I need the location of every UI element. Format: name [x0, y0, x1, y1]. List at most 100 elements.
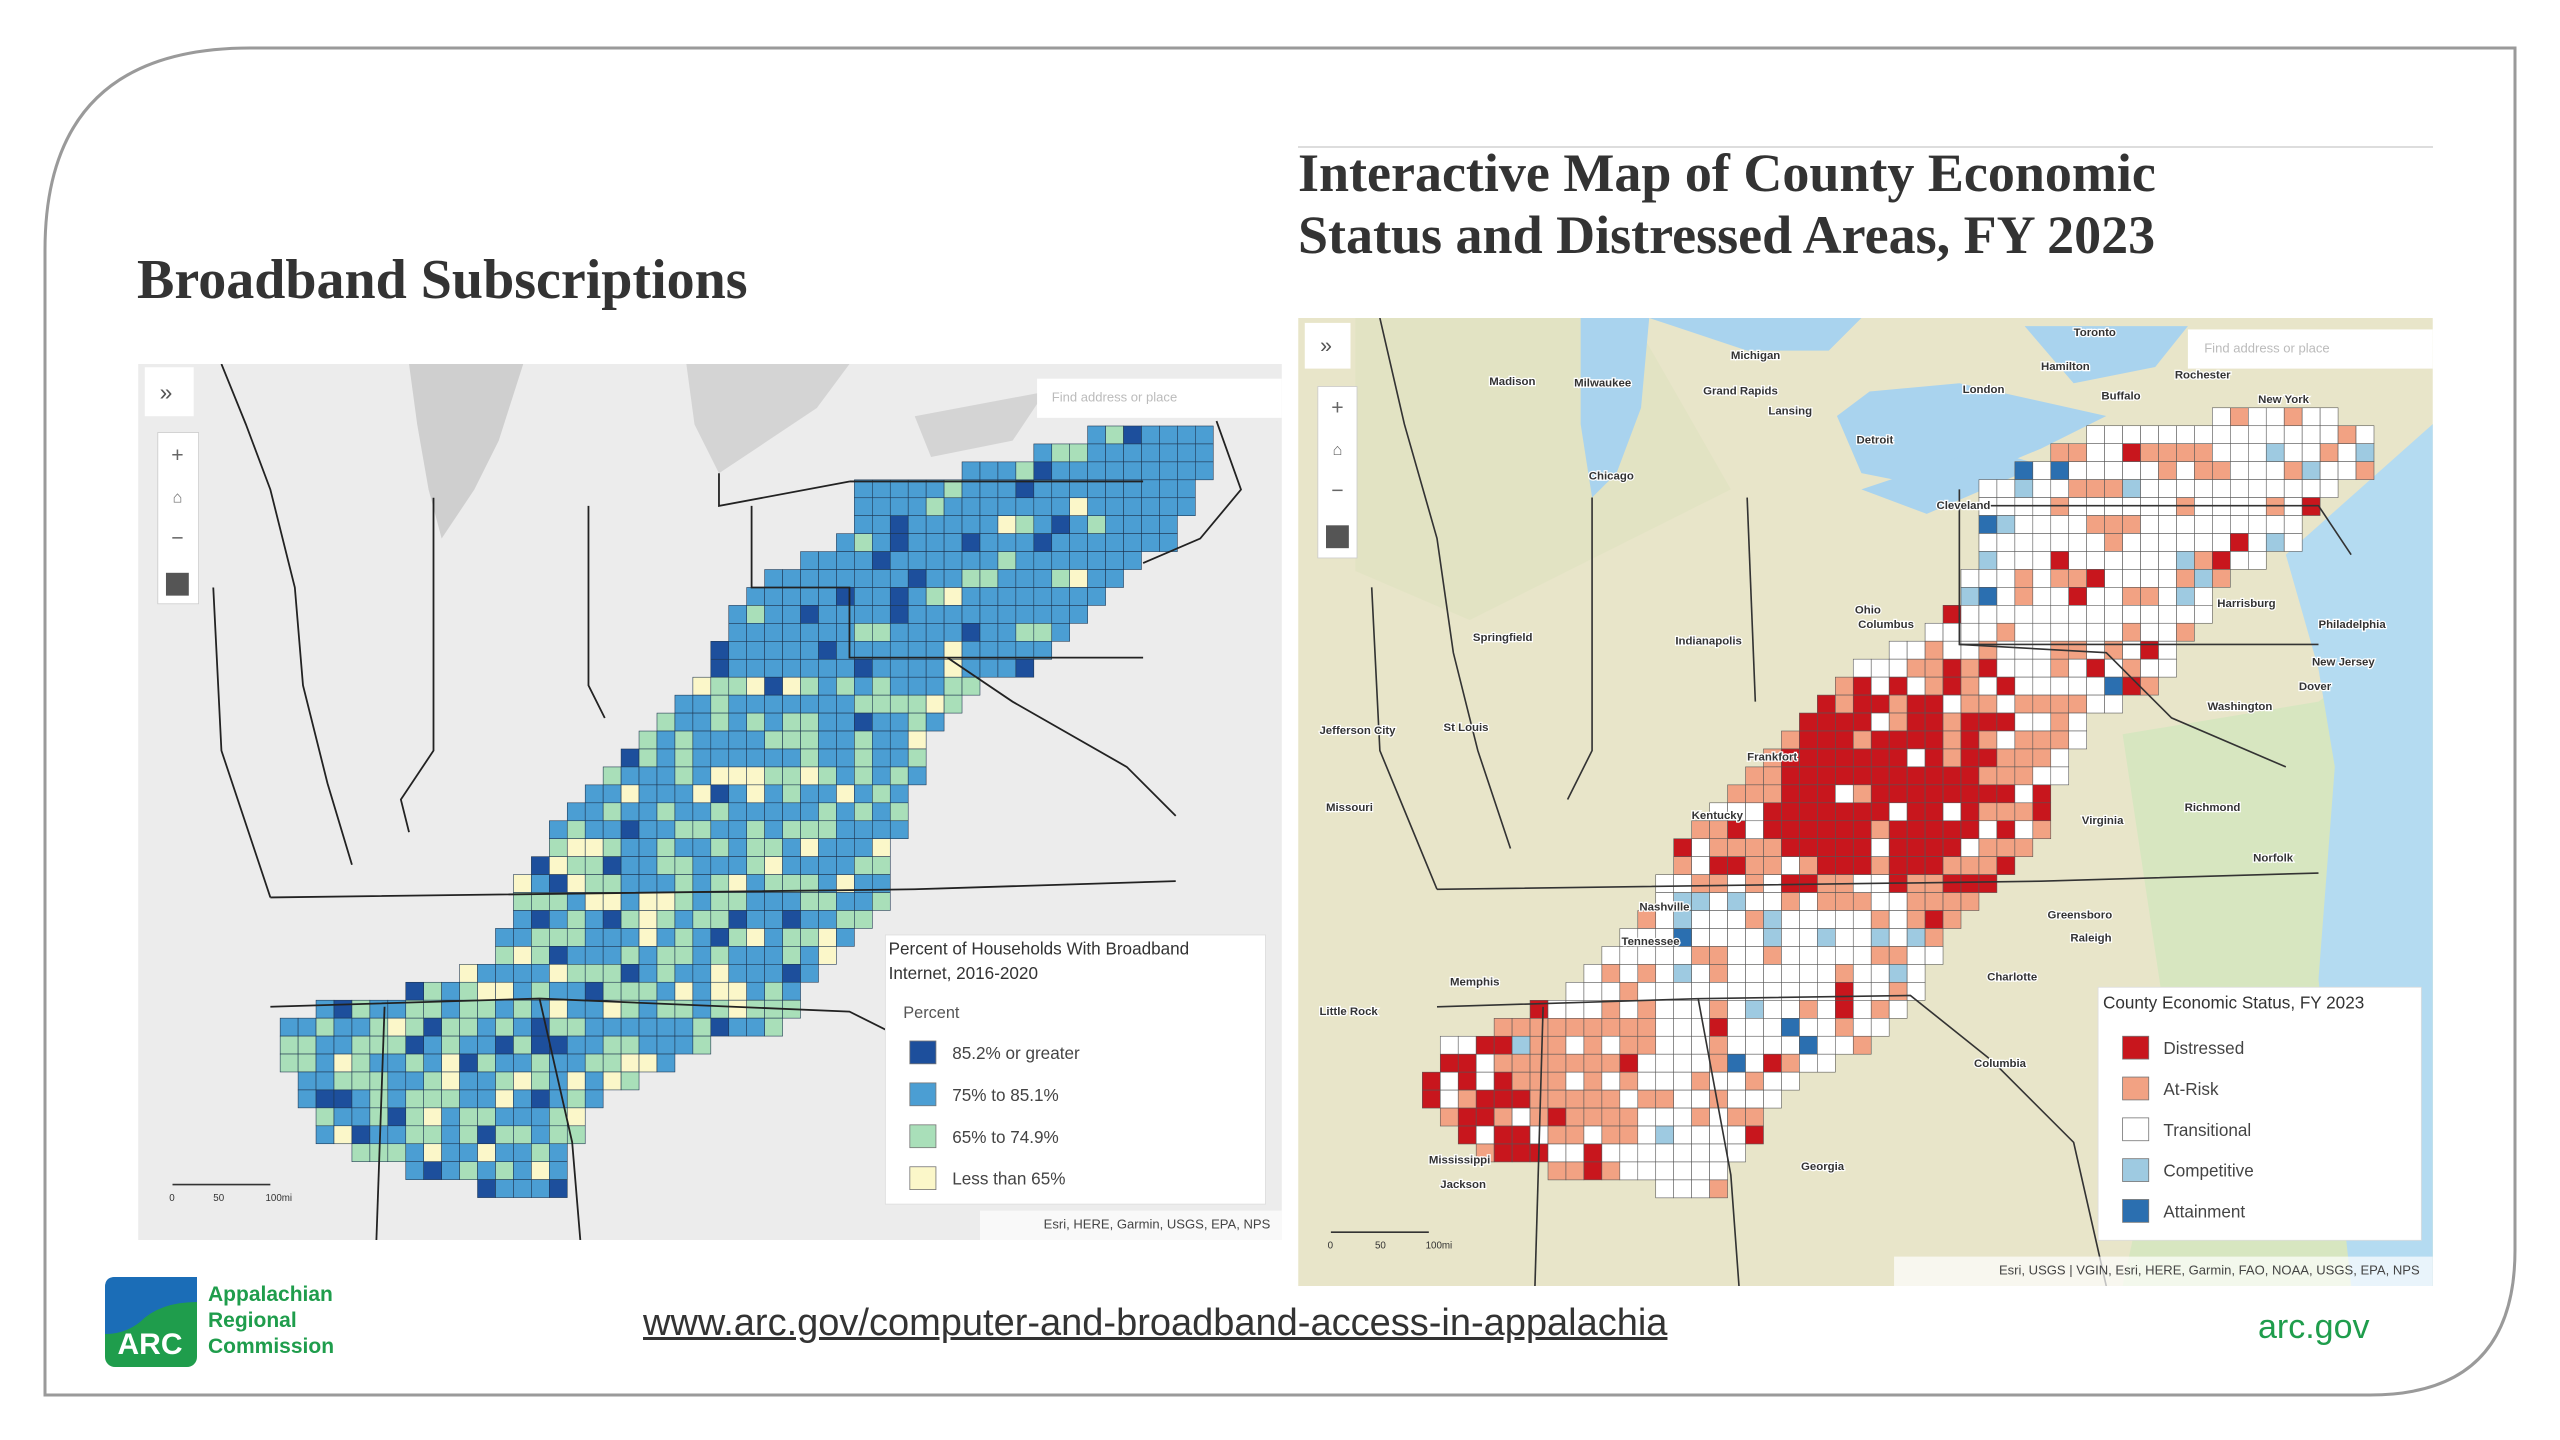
- county: [800, 730, 819, 750]
- county: [1835, 694, 1854, 714]
- county: [387, 1107, 407, 1127]
- county: [1583, 1143, 1603, 1163]
- county: [1637, 982, 1657, 1001]
- county: [692, 838, 712, 857]
- county: [602, 802, 622, 822]
- county: [1924, 820, 1944, 840]
- search-placeholder[interactable]: Find address or place: [2204, 340, 2329, 355]
- county: [782, 605, 801, 624]
- county: [692, 748, 712, 768]
- county: [1457, 1125, 1477, 1145]
- search-placeholder[interactable]: Find address or place: [1052, 390, 1177, 405]
- county: [764, 892, 783, 911]
- county: [925, 641, 945, 660]
- county: [1763, 946, 1782, 965]
- county: [1123, 551, 1142, 570]
- county: [1655, 964, 1674, 983]
- county: [1619, 964, 1639, 983]
- county: [1565, 982, 1585, 1001]
- county: [1906, 694, 1926, 714]
- county: [710, 874, 730, 893]
- county: [1493, 1125, 1513, 1145]
- county: [800, 928, 819, 947]
- county: [782, 694, 801, 714]
- county: [584, 1089, 604, 1109]
- place-label: Detroit: [1857, 435, 1894, 447]
- county: [2176, 587, 2195, 606]
- county: [728, 802, 747, 822]
- county: [1960, 856, 1980, 875]
- county: [1051, 479, 1070, 499]
- scale-label: 0: [1328, 1240, 1334, 1251]
- county: [692, 892, 712, 911]
- county: [889, 730, 909, 750]
- county: [620, 748, 640, 768]
- county: [387, 1089, 407, 1109]
- county: [638, 1017, 658, 1037]
- county: [1888, 910, 1908, 929]
- county: [495, 1161, 514, 1180]
- county: [764, 587, 783, 606]
- county: [764, 712, 783, 732]
- legend-swatch: [2122, 1035, 2150, 1060]
- county: [836, 856, 855, 875]
- county: [872, 838, 891, 857]
- county: [1529, 1089, 1549, 1109]
- county: [2086, 425, 2105, 444]
- county: [818, 712, 837, 732]
- county: [2283, 407, 2303, 427]
- county: [836, 694, 855, 714]
- county: [2301, 407, 2321, 427]
- county: [854, 820, 873, 839]
- county: [1870, 676, 1890, 696]
- svg-text:+: +: [1331, 396, 1343, 419]
- county: [925, 569, 945, 588]
- county: [674, 946, 694, 965]
- county: [836, 712, 855, 732]
- county: [1619, 1035, 1639, 1055]
- county: [1996, 712, 2016, 732]
- county: [656, 712, 676, 732]
- url-link[interactable]: www.arc.gov/computer-and-broadband-acces…: [643, 1302, 1668, 1344]
- county: [1763, 1053, 1782, 1073]
- county: [549, 820, 568, 839]
- county: [2337, 461, 2357, 480]
- county: [782, 928, 801, 947]
- county: [531, 1179, 550, 1198]
- county: [602, 820, 622, 839]
- county: [1547, 1161, 1567, 1181]
- county: [2212, 407, 2231, 427]
- county: [1906, 802, 1926, 822]
- county: [1529, 1071, 1549, 1091]
- county: [513, 1161, 532, 1180]
- county: [854, 515, 873, 534]
- county: [333, 1053, 353, 1073]
- county: [1763, 1089, 1782, 1109]
- county: [1745, 892, 1764, 911]
- site-link[interactable]: arc.gov: [2258, 1308, 2370, 1346]
- county: [1781, 1035, 1800, 1055]
- county: [1924, 622, 1944, 642]
- county: [2104, 658, 2123, 678]
- county: [1619, 1089, 1639, 1109]
- county: [1852, 1000, 1872, 1019]
- county: [405, 1125, 424, 1145]
- broadband-map[interactable]: » + ⌂ − Find address or place 0 50 100mi…: [137, 364, 1283, 1240]
- county: [872, 712, 891, 732]
- county: [2050, 533, 2070, 552]
- svg-text:»: »: [160, 379, 173, 405]
- county: [1141, 479, 1160, 499]
- county: [746, 838, 765, 857]
- county: [925, 605, 945, 624]
- county: [2104, 551, 2123, 570]
- county: [1069, 587, 1088, 606]
- county: [782, 784, 801, 804]
- county: [746, 748, 765, 768]
- place-label: Tennessee: [1621, 936, 1679, 948]
- county: [620, 928, 640, 947]
- place-label: Philadelphia: [2318, 619, 2386, 631]
- county: [2122, 587, 2141, 606]
- county: [602, 1017, 622, 1037]
